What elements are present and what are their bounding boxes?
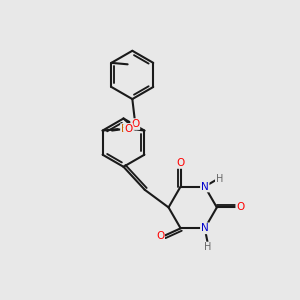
Text: O: O (176, 158, 185, 168)
Text: N: N (201, 182, 208, 191)
Text: H: H (216, 174, 223, 184)
Text: O: O (156, 231, 164, 241)
Text: H: H (204, 242, 212, 253)
Text: O: O (131, 119, 140, 129)
Text: N: N (201, 223, 208, 233)
Text: Br: Br (121, 124, 133, 134)
Text: O: O (124, 124, 132, 134)
Text: O: O (236, 202, 244, 212)
